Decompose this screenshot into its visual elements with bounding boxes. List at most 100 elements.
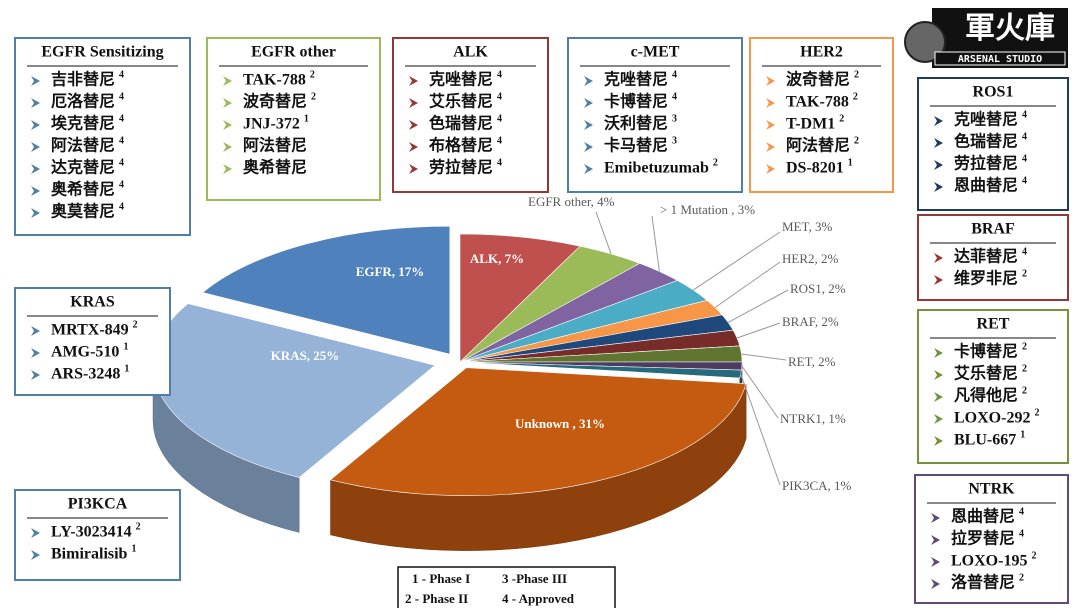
drug-name: T-DM1 — [786, 116, 835, 133]
bullet-arrow — [31, 142, 40, 152]
phase-superscript: 4 — [497, 69, 502, 80]
value-label: KRAS, 25% — [271, 348, 340, 363]
value-label: EGFR, 17% — [356, 264, 425, 279]
box-title: EGFR Sensitizing — [41, 44, 163, 61]
box-frame — [14, 489, 181, 581]
bullet-arrow — [223, 164, 232, 174]
value-label: HER2, 2% — [782, 251, 839, 266]
phase-superscript: 4 — [119, 69, 124, 80]
drug-name: 波奇替尼 — [243, 92, 307, 111]
phase-superscript: 4 — [497, 91, 502, 102]
drug-name: 克唑替尼 — [429, 70, 493, 89]
bullet-arrow — [934, 160, 943, 170]
bullet-arrow — [934, 138, 943, 148]
box-title: NTRK — [968, 481, 1015, 498]
drug-box: c-MET 克唑替尼 4 卡博替尼 4 沃利替尼 3 卡马替尼 3 Emibetuzumab 2 — [567, 37, 743, 193]
pie-slice — [329, 367, 747, 496]
bullet-arrow — [223, 142, 232, 152]
bullet-arrow — [934, 182, 943, 192]
bullet-arrow — [934, 414, 943, 424]
value-label: Unknown , 31% — [515, 416, 605, 431]
drug-name: 沃利替尼 — [604, 114, 668, 133]
box-title: EGFR other — [251, 44, 336, 61]
drug-name: 克唑替尼 — [604, 70, 668, 89]
phase-superscript: 2 — [311, 91, 316, 102]
bullet-arrow — [31, 164, 40, 174]
bullet-arrow — [31, 186, 40, 196]
bullet-arrow — [584, 76, 593, 86]
box-title: HER2 — [800, 44, 843, 61]
bullet-arrow — [31, 120, 40, 130]
drug-name: 维罗非尼 — [954, 269, 1018, 288]
bullet-arrow — [31, 98, 40, 108]
drug-name: 厄洛替尼 — [51, 92, 115, 111]
phase-key: 1 - Phase I 3 -Phase III 2 - Phase II 4 … — [397, 566, 616, 608]
value-label: ALK, 7% — [470, 251, 524, 266]
logo-subtitle: ARSENAL STUDIO — [958, 54, 1042, 65]
leader-line — [727, 289, 789, 323]
phase-key-label: 2 - Phase II — [405, 591, 468, 606]
phase-superscript: 2 — [1034, 407, 1039, 418]
bullet-arrow — [409, 142, 418, 152]
leader-line — [736, 322, 781, 339]
drug-name: 奥莫替尼 — [51, 202, 115, 221]
phase-superscript: 4 — [497, 157, 502, 168]
bullet-arrow — [584, 164, 593, 174]
drug-name: 卡马替尼 — [604, 136, 668, 155]
phase-superscript: 2 — [1019, 572, 1024, 583]
phase-superscript: 4 — [1022, 131, 1027, 142]
bullet-arrow — [409, 98, 418, 108]
phase-superscript: 4 — [672, 69, 677, 80]
bullet-arrow — [584, 142, 593, 152]
box-frame — [567, 37, 743, 193]
drug-name: 奥希替尼 — [51, 180, 115, 199]
bullet-arrow — [931, 557, 940, 567]
drug-name: TAK-788 — [786, 94, 849, 111]
value-label: EGFR other, 4% — [528, 194, 615, 209]
phase-superscript: 4 — [1022, 175, 1027, 186]
pie-chart: ALK, 7% EGFR other, 4% > 1 Mutation , 3% ME… — [152, 194, 852, 551]
phase-superscript: 2 — [136, 521, 141, 532]
bullet-arrow — [934, 253, 943, 263]
leader-line — [595, 211, 612, 255]
phase-superscript: 2 — [310, 69, 315, 80]
drug-name: 克唑替尼 — [954, 110, 1018, 129]
drug-name: TAK-788 — [243, 72, 306, 89]
phase-superscript: 2 — [1031, 550, 1036, 561]
box-title: c-MET — [631, 44, 680, 61]
drug-name: Emibetuzumab — [604, 160, 709, 177]
drug-name: 恩曲替尼 — [951, 507, 1015, 526]
bullet-arrow — [934, 370, 943, 380]
drug-name: AMG-510 — [51, 344, 119, 361]
drug-name: 阿法替尼 — [786, 136, 850, 155]
bullet-arrow — [31, 326, 40, 336]
drug-name: 洛普替尼 — [951, 573, 1015, 592]
drug-name: 艾乐替尼 — [954, 364, 1018, 383]
bullet-arrow — [31, 528, 40, 538]
phase-superscript: 4 — [1022, 109, 1027, 120]
leader-line — [692, 231, 781, 291]
drug-name: ARS-3248 — [51, 366, 120, 383]
drug-name: 恩曲替尼 — [954, 176, 1018, 195]
drug-name: 奥希替尼 — [243, 158, 307, 177]
bullet-arrow — [766, 164, 775, 174]
bullet-arrow — [223, 76, 232, 86]
phase-superscript: 4 — [672, 91, 677, 102]
drug-name: 色瑞替尼 — [954, 132, 1018, 151]
drug-name: LOXO-292 — [954, 410, 1030, 427]
bullet-arrow — [934, 116, 943, 126]
bullet-arrow — [766, 120, 775, 130]
phase-superscript: 2 — [853, 91, 858, 102]
drug-name: 色瑞替尼 — [429, 114, 493, 133]
drug-box: BRAF 达菲替尼 4 维罗非尼 2 — [917, 214, 1069, 301]
drug-box: ALK 克唑替尼 4 艾乐替尼 4 色瑞替尼 4 布格替尼 4 劳拉替尼 4 — [392, 37, 549, 193]
phase-superscript: 2 — [1022, 341, 1027, 352]
box-title: BRAF — [971, 221, 1015, 238]
drug-name: 劳拉替尼 — [429, 158, 493, 177]
drug-name: DS-8201 — [786, 160, 844, 177]
phase-superscript: 2 — [854, 69, 859, 80]
drug-name: LOXO-195 — [951, 553, 1027, 570]
bullet-arrow — [31, 348, 40, 358]
